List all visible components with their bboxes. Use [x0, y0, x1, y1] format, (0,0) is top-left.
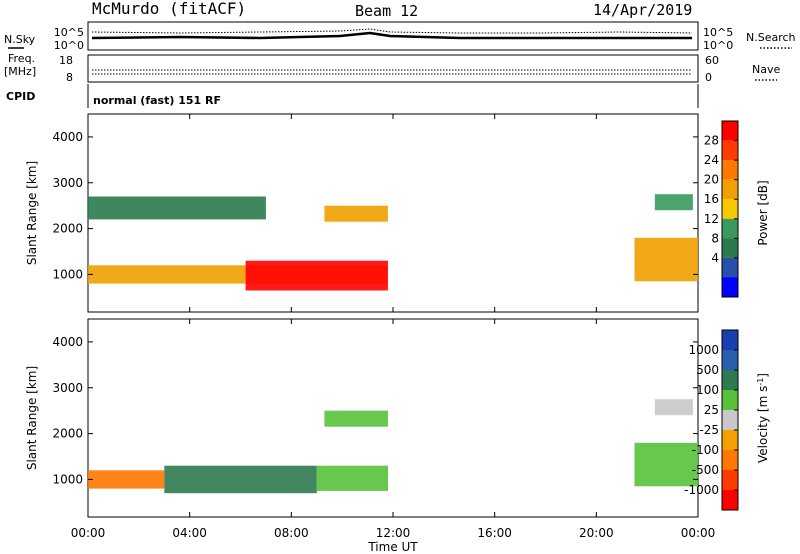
velocity-colorbar-label: Velocity [m s-1] [756, 373, 770, 463]
power-region-5 [654, 194, 693, 211]
power-ytick-label-0: 4000 [52, 130, 83, 144]
velocity-colorbar-tick-label-1: 500 [696, 363, 719, 377]
power-ytick-label-1: 3000 [52, 176, 83, 190]
power-colorbar-tick-label-0: 28 [704, 134, 719, 148]
noise-panel [87, 21, 699, 51]
power-colorbar-frame [721, 120, 739, 298]
velocity-colorbar-swatch-7 [722, 470, 738, 490]
power-colorbar-swatch-2 [722, 160, 738, 180]
velocity-colorbar-tick-label-6: -500 [692, 463, 719, 477]
power-colorbar-tick-label-3: 16 [704, 192, 719, 206]
nsearch-trace [91, 28, 693, 34]
power-colorbar-swatch-6 [722, 238, 738, 258]
x-tick-label-0: 00:00 [71, 526, 106, 540]
station-title: McMurdo (fitACF) [92, 0, 246, 18]
power-ytick-label-3: 1000 [52, 267, 83, 281]
power-region-4 [634, 237, 698, 282]
nsky-label: N.Sky [4, 33, 36, 46]
velocity-ytick-label-0: 4000 [52, 335, 83, 349]
power-region-2 [324, 205, 388, 222]
power-colorbar-swatch-5 [722, 218, 738, 239]
velocity-colorbar-label-end: ] [756, 373, 770, 378]
freq-tick-low: 8 [66, 71, 73, 84]
velocity-colorbar-swatch-4 [722, 410, 738, 430]
nave-tick-high: 60 [705, 54, 719, 67]
velocity-region-3 [324, 410, 388, 427]
power-colorbar-swatch-7 [722, 257, 738, 278]
power-colorbar-swatch-4 [722, 199, 738, 219]
velocity-ytick-label-3: 1000 [52, 472, 83, 486]
power-y-axis-label: Slant Range [km] [25, 161, 39, 265]
velocity-colorbar-swatch-0 [722, 330, 738, 350]
power-colorbar-tick-label-1: 24 [704, 153, 719, 167]
power-colorbar-tick-label-5: 8 [711, 231, 719, 245]
power-colorbar-swatch-0 [722, 121, 738, 141]
power-region-1 [245, 260, 388, 291]
velocity-colorbar-tick-label-2: 100 [696, 383, 719, 397]
power-colorbar-swatch-3 [722, 179, 738, 200]
velocity-colorbar-label-sup: -1 [756, 378, 765, 386]
velocity-ytick-label-2: 2000 [52, 427, 83, 441]
velocity-colorbar-label-main: Velocity [m s [756, 386, 770, 463]
velocity-colorbar-tick-label-7: -1000 [684, 483, 719, 497]
nave-tick-low: 0 [705, 71, 712, 84]
velocity-colorbar-tick-label-4: -25 [699, 423, 719, 437]
velocity-colorbar-swatch-6 [722, 450, 738, 470]
power-colorbar-tick-label-4: 12 [704, 212, 719, 226]
date-title: 14/Apr/2019 [593, 1, 692, 19]
noise-tick-high-right: 10^5 [703, 26, 733, 39]
nsky-trace [91, 31, 692, 40]
x-tick-label-5: 20:00 [579, 526, 614, 540]
nave-label: Nave [752, 63, 780, 76]
noise-tick-high-left: 10^5 [54, 26, 84, 39]
cpid-value: normal (fast) 151 RF [93, 94, 221, 107]
velocity-colorbar-frame [721, 329, 739, 511]
freq-label: Freq. [8, 52, 35, 65]
x-tick-label-2: 08:00 [274, 526, 309, 540]
power-colorbar-tick-label-6: 4 [711, 251, 719, 265]
velocity-ytick-label-1: 3000 [52, 381, 83, 395]
freq-tick-high: 18 [59, 54, 73, 67]
x-tick-label-4: 16:00 [477, 526, 512, 540]
velocity-region-2 [316, 465, 388, 491]
velocity-colorbar-swatch-2 [722, 370, 738, 390]
freq-unit: [MHz] [4, 65, 36, 78]
velocity-colorbar-tick-label-3: 25 [704, 403, 719, 417]
noise-tick-low-right: 10^0 [703, 39, 733, 52]
cpid-label: CPID [6, 90, 35, 103]
velocity-colorbar-swatch-5 [722, 430, 738, 450]
power-colorbar: 28 24 20 16 12 8 4 [704, 120, 739, 298]
velocity-colorbar-tick-label-5: -100 [692, 443, 719, 457]
velocity-region-0 [88, 470, 165, 489]
velocity-colorbar-swatch-8 [722, 490, 738, 510]
velocity-region-1 [164, 465, 317, 494]
velocity-colorbar-swatch-1 [722, 350, 738, 370]
power-colorbar-swatch-8 [722, 277, 738, 297]
x-axis-label: Time UT [367, 540, 418, 554]
velocity-colorbar-swatch-3 [722, 390, 738, 410]
x-tick-label-3: 12:00 [376, 526, 411, 540]
power-colorbar-label: Power [dB] [756, 180, 770, 245]
x-tick-label-1: 04:00 [172, 526, 207, 540]
velocity-region-5 [654, 399, 693, 416]
power-colorbar-swatch-1 [722, 140, 738, 161]
velocity-colorbar: 1000 500 100 25 -25 -100 -500 -1000 [684, 329, 739, 511]
velocity-colorbar-tick-label-0: 1000 [688, 343, 719, 357]
power-ytick-label-2: 2000 [52, 222, 83, 236]
power-region-3 [88, 196, 266, 220]
velocity-y-axis-label: Slant Range [km] [25, 366, 39, 470]
noise-tick-low-left: 10^0 [54, 39, 84, 52]
velocity-panel: 4000 3000 2000 1000 Slant Range [km] [25, 318, 699, 518]
power-panel: 4000 3000 2000 1000 Slant Range [km] [25, 113, 699, 313]
nsearch-label: N.Search [746, 31, 796, 44]
x-tick-label-6: 00:00 [681, 526, 716, 540]
velocity-region-4 [634, 442, 698, 487]
power-colorbar-tick-label-2: 20 [704, 173, 719, 187]
freq-panel [87, 54, 699, 83]
beam-title: Beam 12 [355, 2, 418, 20]
